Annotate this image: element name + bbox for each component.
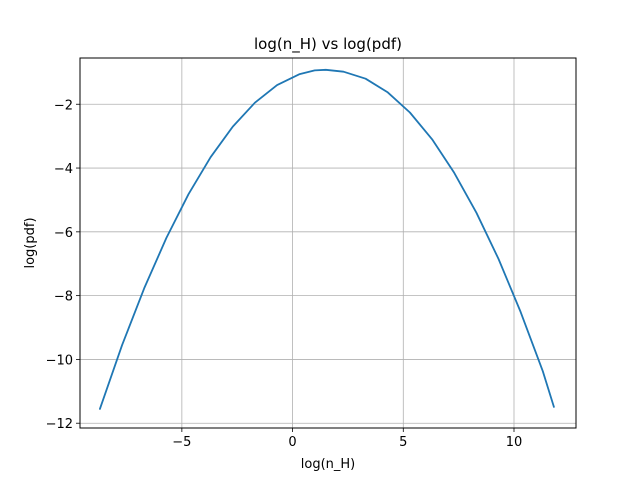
grid-lines xyxy=(80,58,576,428)
x-tick-label: 0 xyxy=(288,435,296,450)
series-line xyxy=(99,68,555,410)
x-tick-label: −5 xyxy=(172,435,191,450)
y-tick-label: −6 xyxy=(54,226,73,241)
y-tick-label: −2 xyxy=(54,98,73,113)
axis-ticks: −5 0 5 10 −12 −10 −8 −6 −4 −2 xyxy=(46,98,523,450)
y-tick-label: −10 xyxy=(46,353,73,368)
y-tick-label: −12 xyxy=(46,417,73,432)
chart-title: log(n_H) vs log(pdf) xyxy=(254,35,402,54)
y-tick-label: −4 xyxy=(54,162,73,177)
y-axis-label: log(pdf) xyxy=(23,217,38,268)
plot-frame xyxy=(79,57,577,429)
series-group xyxy=(99,68,555,410)
x-tick-label: 10 xyxy=(506,435,523,450)
x-tick-label: 5 xyxy=(399,435,407,450)
y-tick-label: −8 xyxy=(54,290,73,305)
x-axis-label: log(n_H) xyxy=(301,457,355,472)
